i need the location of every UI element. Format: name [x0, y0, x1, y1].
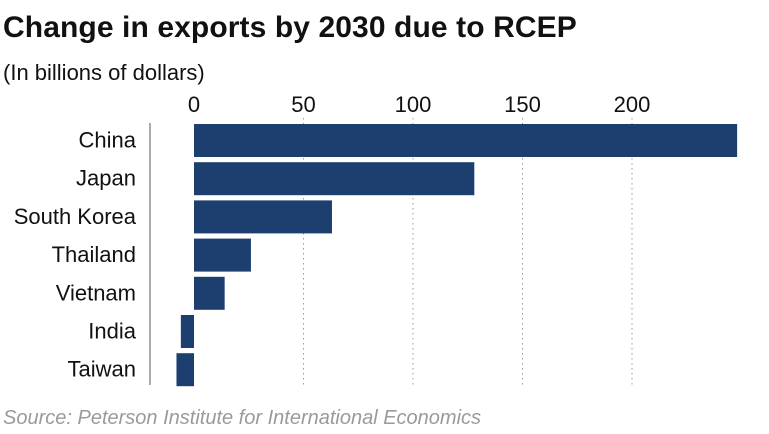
- bars: [176, 124, 738, 387]
- category-label: Japan: [76, 166, 136, 191]
- x-tick-label: 200: [614, 92, 651, 117]
- x-tick-label: 0: [188, 92, 200, 117]
- chart-title: Change in exports by 2030 due to RCEP: [3, 11, 577, 44]
- category-label: Taiwan: [68, 357, 136, 382]
- category-labels: China Japan South Korea Thailand Vietnam Indi…: [14, 128, 137, 382]
- x-tick-label: 50: [291, 92, 315, 117]
- x-axis-ticks: 0 50 100 150 200: [188, 92, 650, 117]
- gridlines: [303, 118, 633, 385]
- category-label: India: [88, 319, 136, 344]
- bar-japan: [194, 162, 475, 196]
- bar-vietnam: [194, 276, 225, 310]
- bar-south-korea: [194, 200, 332, 234]
- category-label: South Korea: [14, 204, 137, 229]
- x-tick-label: 100: [395, 92, 432, 117]
- bar-thailand: [194, 238, 251, 272]
- source-note: Source: Peterson Institute for Internati…: [3, 407, 482, 429]
- x-tick-label: 150: [504, 92, 541, 117]
- bar-china: [194, 124, 738, 157]
- bar-taiwan: [176, 353, 194, 387]
- category-label: China: [79, 128, 137, 153]
- bar-india: [180, 315, 194, 348]
- chart-subtitle: (In billions of dollars): [3, 60, 205, 85]
- category-label: Vietnam: [56, 280, 136, 305]
- category-label: Thailand: [52, 242, 136, 267]
